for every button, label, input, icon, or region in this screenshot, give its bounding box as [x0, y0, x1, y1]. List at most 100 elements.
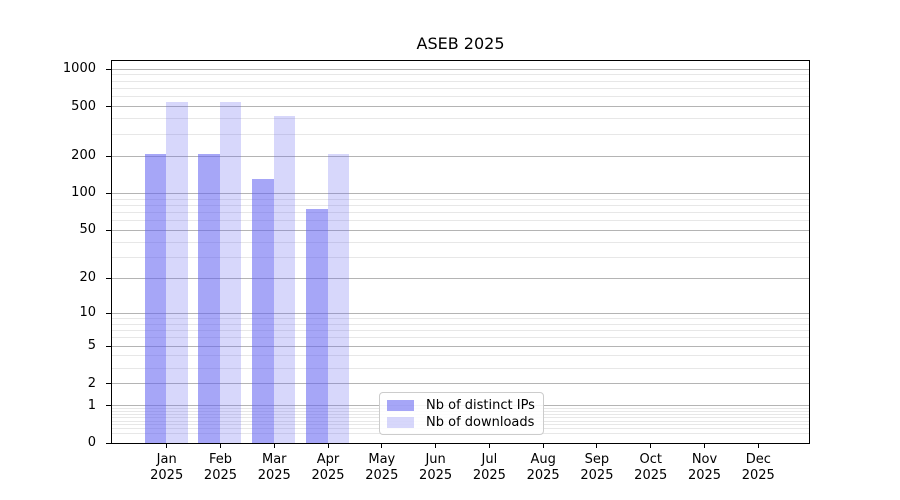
- gridline-major: [112, 68, 809, 70]
- x-tick-label: Jul 2025: [461, 452, 517, 484]
- y-tick-label: 0: [87, 435, 96, 450]
- y-tick-label: 500: [71, 98, 96, 114]
- gridline-minor: [112, 355, 809, 357]
- gridline-minor: [112, 256, 809, 258]
- gridline-minor: [112, 198, 809, 200]
- y-tick-mark: [106, 383, 111, 385]
- x-tick-label: Mar 2025: [246, 452, 302, 484]
- x-tick-year: 2025: [365, 468, 399, 483]
- gridline-major: [112, 383, 809, 385]
- gridline-minor: [112, 88, 809, 90]
- gridline-minor: [112, 96, 809, 98]
- bar-downloads-jan: [166, 102, 188, 443]
- x-tick-label: Jun 2025: [408, 452, 464, 484]
- x-tick-mark: [327, 443, 329, 448]
- gridline-minor: [112, 323, 809, 325]
- x-tick-label: Jan 2025: [139, 452, 195, 484]
- x-tick-mark: [488, 443, 490, 448]
- bar-distinct-ips-feb: [198, 154, 220, 443]
- x-tick-label: Oct 2025: [623, 452, 679, 484]
- gridline-major: [112, 277, 809, 279]
- x-tick-year: 2025: [257, 468, 291, 483]
- y-tick-mark: [106, 345, 111, 347]
- gridline-minor: [112, 211, 809, 213]
- gridline-minor: [112, 220, 809, 222]
- y-tick-mark: [106, 106, 111, 108]
- x-tick-year: 2025: [311, 468, 345, 483]
- bar-downloads-apr: [327, 154, 350, 443]
- bar-distinct-ips-apr: [306, 209, 328, 443]
- x-tick-month: Nov: [691, 452, 718, 467]
- legend-label-distinct-ips: Nb of distinct IPs: [426, 398, 535, 413]
- x-tick-month: May: [368, 452, 396, 467]
- gridline-minor: [112, 74, 809, 76]
- gridline-major: [112, 192, 809, 194]
- x-tick-mark: [757, 443, 759, 448]
- gridline-minor: [112, 330, 809, 332]
- y-tick-mark: [106, 312, 111, 314]
- x-tick-month: Aug: [530, 452, 556, 467]
- gridline-minor: [112, 80, 809, 82]
- bar-downloads-mar: [273, 116, 296, 443]
- chart-title: ASEB 2025: [416, 34, 505, 53]
- x-tick-month: Jul: [481, 452, 498, 467]
- gridline-minor: [112, 204, 809, 206]
- gridline-major: [112, 106, 809, 108]
- y-tick-label: 5: [87, 338, 96, 354]
- x-tick-mark: [704, 443, 705, 448]
- legend: Nb of distinct IPs Nb of downloads: [379, 392, 544, 435]
- x-tick-month: Sep: [584, 452, 610, 467]
- x-tick-year: 2025: [580, 468, 614, 483]
- x-tick-year: 2025: [203, 468, 238, 483]
- x-tick-mark: [166, 443, 168, 448]
- legend-swatch-distinct-ips: [387, 400, 414, 411]
- y-tick-mark: [106, 277, 111, 279]
- x-tick-month: Apr: [316, 452, 340, 467]
- x-tick-mark: [381, 443, 383, 448]
- y-tick-label: 10: [79, 305, 96, 321]
- x-tick-label: Aug 2025: [515, 452, 571, 484]
- legend-swatch-downloads: [387, 417, 414, 428]
- x-tick-year: 2025: [150, 468, 184, 483]
- bar-distinct-ips-jan: [144, 153, 167, 443]
- y-tick-mark: [106, 192, 111, 194]
- y-tick-mark: [106, 155, 111, 157]
- y-tick-label: 2: [87, 375, 96, 391]
- x-tick-mark: [650, 443, 652, 448]
- x-tick-mark: [219, 443, 221, 448]
- x-tick-month: Jan: [156, 452, 177, 467]
- x-tick-mark: [435, 443, 437, 448]
- gridline-minor: [112, 367, 809, 369]
- x-tick-label: Apr 2025: [300, 452, 356, 484]
- y-tick-label: 1: [87, 397, 96, 413]
- y-tick-mark: [106, 405, 111, 406]
- gridline-minor: [112, 118, 809, 120]
- bar-downloads-feb: [219, 102, 242, 443]
- x-tick-month: Feb: [208, 452, 232, 467]
- x-tick-mark: [542, 443, 544, 448]
- gridline-minor: [112, 337, 809, 339]
- y-tick-mark: [106, 229, 111, 231]
- y-tick-label: 200: [71, 148, 96, 164]
- y-tick-mark: [106, 442, 111, 444]
- x-tick-month: Oct: [639, 452, 662, 467]
- x-tick-year: 2025: [634, 468, 668, 483]
- plot-area: 1000 500 200 100 50 20 10 5 2 1 0 Jan 2025 Feb 2025 Mar…: [63, 60, 810, 483]
- y-tick-mark: [106, 68, 111, 70]
- y-tick-label: 20: [79, 270, 96, 286]
- x-tick-label: Feb 2025: [192, 452, 248, 484]
- x-tick-year: 2025: [526, 468, 560, 483]
- x-tick-month: Jun: [425, 452, 446, 467]
- x-tick-label: Dec 2025: [730, 452, 786, 484]
- x-tick-year: 2025: [472, 468, 506, 483]
- x-tick-month: Mar: [261, 452, 287, 467]
- x-tick-label: May 2025: [354, 452, 410, 484]
- legend-item-downloads: Nb of downloads: [387, 414, 535, 431]
- bar-distinct-ips-mar: [252, 179, 274, 443]
- gridline-minor: [112, 133, 809, 135]
- gridline-minor: [112, 317, 809, 319]
- gridline-major: [112, 229, 809, 231]
- legend-label-downloads: Nb of downloads: [426, 415, 535, 430]
- y-tick-label: 1000: [62, 61, 96, 77]
